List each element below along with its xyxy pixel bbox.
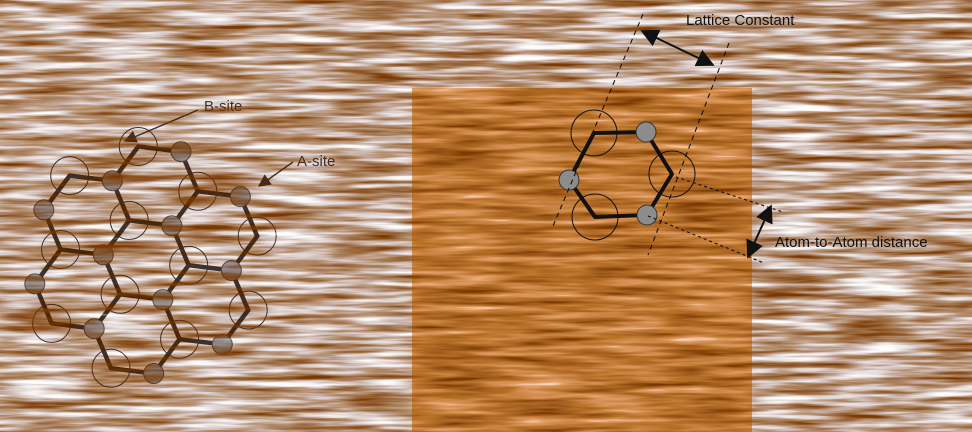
a-site-label: A-site	[297, 153, 335, 170]
lattice-constant-line-right	[647, 42, 730, 256]
a-site-atom	[636, 204, 658, 226]
atom-distance-line-bottom	[647, 215, 765, 264]
atom-distance-arrow	[746, 204, 773, 259]
a-site-atom	[635, 121, 657, 143]
atom-distance-line-top	[669, 174, 784, 213]
b-site-ring	[648, 150, 696, 198]
lattice-constant-label: Lattice Constant	[686, 12, 795, 29]
a-site-atom	[558, 169, 580, 191]
b-site-ring	[237, 216, 277, 256]
b-site-ring	[50, 156, 90, 196]
stm-image	[412, 88, 752, 432]
b-site-ring	[32, 303, 72, 343]
a-site-atom	[101, 170, 123, 192]
b-site-ring	[178, 171, 218, 211]
stm-hexagon-overlay	[558, 109, 696, 241]
honeycomb-lattice	[24, 127, 277, 388]
b-site-ring	[160, 319, 200, 359]
b-site-ring	[169, 245, 209, 285]
lattice-constant-arrow	[640, 29, 715, 67]
a-site-atom	[83, 318, 105, 340]
b-site-ring	[100, 274, 140, 314]
b-site-ring	[109, 200, 149, 240]
b-site-label: B-site	[204, 98, 242, 115]
b-site-arrow	[123, 109, 199, 143]
a-site-atom	[229, 186, 251, 208]
b-site-ring	[570, 109, 618, 157]
a-site-atom	[24, 273, 46, 295]
b-site-ring	[41, 230, 81, 269]
a-site-atom	[92, 244, 114, 266]
lattice-constant-line-left	[552, 13, 644, 227]
a-site-atom	[161, 215, 183, 237]
a-site-atom	[152, 289, 174, 311]
b-site-ring	[228, 290, 268, 330]
a-site-atom	[143, 363, 165, 384]
a-site-atom	[211, 333, 233, 355]
a-site-arrow	[257, 161, 294, 187]
b-site-ring	[91, 348, 131, 388]
b-site-ring	[571, 193, 619, 241]
stm-image-background	[412, 88, 752, 432]
a-site-atom	[170, 141, 192, 163]
a-site-atom	[33, 199, 55, 221]
atom-distance-label: Atom-to-Atom distance	[775, 234, 928, 251]
a-site-atom	[220, 260, 242, 281]
b-site-ring	[118, 127, 158, 166]
